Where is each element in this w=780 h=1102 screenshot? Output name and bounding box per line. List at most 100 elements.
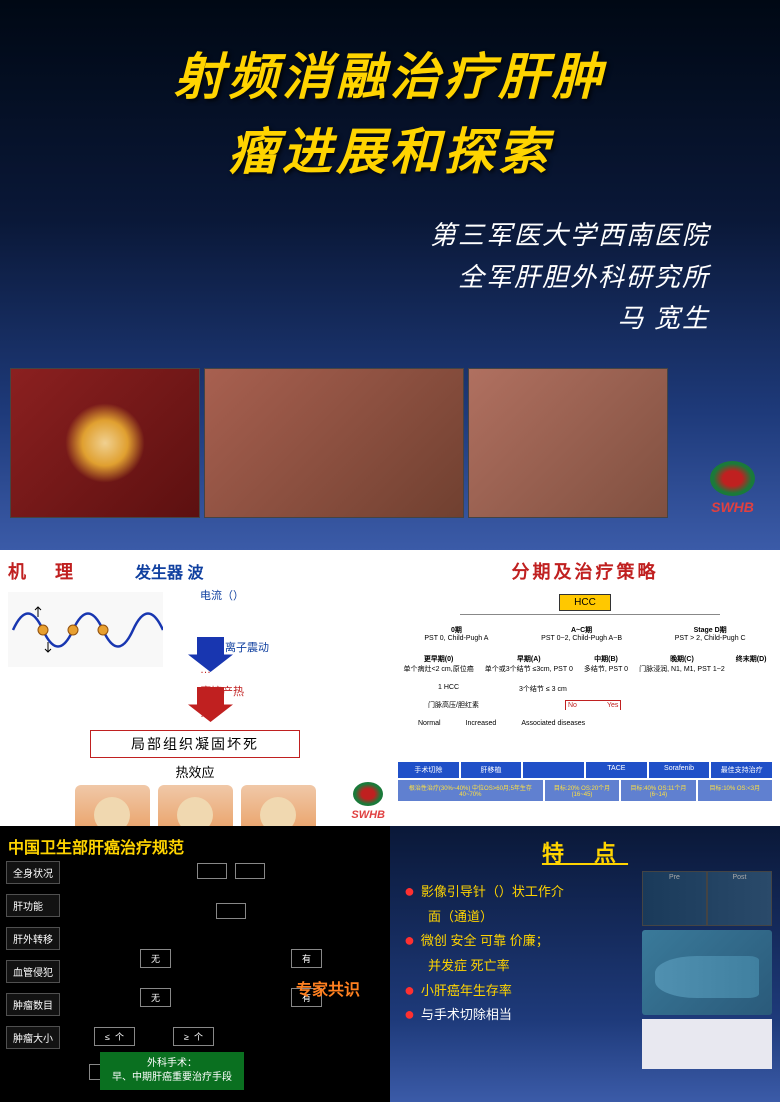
flow-top-2 bbox=[235, 863, 265, 879]
stage-terminal: 终末期(D) bbox=[736, 654, 767, 674]
swhb-icon bbox=[710, 461, 755, 496]
necrosis-box: 局部组织凝固坏死 bbox=[90, 730, 300, 758]
flow-chart: 无 有 无 有 ≤ 个 ≥ 个 ≤ ≤ bbox=[80, 861, 382, 1080]
flow-row-count: ≤ 个 ≥ 个 bbox=[90, 1027, 382, 1046]
tx-transplant: 肝移植 bbox=[461, 762, 522, 778]
swhb-logo: SWHB bbox=[710, 461, 755, 515]
bullet-dot-icon: ● bbox=[404, 979, 415, 1002]
s3-title: 分期及治疗策略 bbox=[398, 558, 772, 584]
yes-no-row: NoYes bbox=[565, 700, 621, 710]
wave-diagram bbox=[8, 592, 163, 667]
stage-d: Stage D期PST > 2, Child-Pugh C bbox=[675, 625, 746, 642]
box-none: 无 bbox=[140, 949, 171, 968]
mechanism-slide: 机 理 发生器 波 电流（） 电流 离子震动 … 摩擦产热 … 局部组织凝固坏死… bbox=[0, 550, 390, 826]
surgery-box: 外科手术： 早、中期肝癌重要治疗手段 bbox=[100, 1052, 244, 1090]
bullet-dot-icon: ● bbox=[404, 1003, 415, 1026]
row-2: 机 理 发生器 波 电流（） 电流 离子震动 … 摩擦产热 … 局部组织凝固坏死… bbox=[0, 550, 780, 826]
s5-image-column: Pre Post bbox=[642, 871, 772, 1069]
patient-illustration bbox=[642, 930, 772, 1015]
treatment-row: 手术切除 肝移植 TACE Sorafenib 最佳支持治疗 bbox=[398, 762, 772, 778]
surgical-photo-1 bbox=[10, 368, 200, 518]
cat-general: 全身状况 bbox=[6, 861, 60, 884]
bullet-1b: 面（通道） bbox=[428, 905, 644, 930]
author-name: 马 宽生 bbox=[0, 298, 710, 340]
box-ge: ≥ 个 bbox=[173, 1027, 214, 1046]
main-title: 射频消融治疗肝肿 瘤进展和探索 bbox=[0, 40, 780, 190]
surgery-line-2: 早、中期肝癌重要治疗手段 bbox=[112, 1071, 232, 1085]
three-nodes: 3个结节 ≤ 3 cm bbox=[519, 684, 567, 694]
heat-effect-label: 热效应 bbox=[8, 762, 382, 781]
bullet-1: ●影像引导针（）状工作介 bbox=[404, 880, 644, 905]
s5-title: 特 点 bbox=[400, 836, 770, 868]
tx-sorafenib: Sorafenib bbox=[649, 762, 710, 778]
hcc-root-box: HCC bbox=[559, 594, 611, 611]
flow-l2 bbox=[216, 903, 246, 919]
swhb-logo-small: SWHB bbox=[351, 782, 385, 821]
cat-liver: 肝功能 bbox=[6, 894, 60, 917]
stage-late: 晚期(C)门脉浸润, N1, M1, PST 1~2 bbox=[639, 654, 725, 674]
out-1: 根治性治疗(30%~40%) 中位OS>60月;5年生存40~70% bbox=[398, 780, 543, 801]
cat-vascular: 血管侵犯 bbox=[6, 960, 60, 983]
stage-0: 0期PST 0, Child-Pugh A bbox=[424, 625, 488, 642]
stage-mid: 中期(B)多结节, PST 0 bbox=[584, 654, 628, 674]
expert-consensus: 专家共识 bbox=[296, 976, 360, 1000]
tx-surgery: 手术切除 bbox=[398, 762, 459, 778]
label-mechanism: 机 理 bbox=[8, 558, 85, 584]
stage-ac: A~C期PST 0~2, Child-Pugh A~B bbox=[541, 625, 622, 642]
label-wave: 发生器 波 bbox=[135, 559, 203, 583]
stage-level-3: 1 HCC 3个结节 ≤ 3 cm bbox=[438, 684, 772, 694]
box-le: ≤ 个 bbox=[94, 1027, 135, 1046]
tx-tace: TACE bbox=[586, 762, 647, 778]
features-slide: 特 点 ●影像引导针（）状工作介 面（通道） ●微创 安全 可靠 价廉； 并发症… bbox=[390, 826, 780, 1102]
bullet-2: ●微创 安全 可靠 价廉； bbox=[404, 929, 644, 954]
outcome-row: 根治性治疗(30%~40%) 中位OS>60月;5年生存40~70% 目标:20… bbox=[398, 780, 772, 801]
guideline-slide: 中国卫生部肝癌治疗规范 全身状况 肝功能 肝外转移 血管侵犯 肿瘤数目 肿瘤大小… bbox=[0, 826, 390, 1102]
bullet-list: ●影像引导针（）状工作介 面（通道） ●微创 安全 可靠 价廉； 并发症 死亡率… bbox=[404, 880, 644, 1028]
device-photo bbox=[642, 1019, 772, 1069]
bullet-dot-icon: ● bbox=[404, 929, 415, 952]
tx-rfa bbox=[523, 762, 584, 778]
bullet-2b: 并发症 死亡率 bbox=[428, 954, 644, 979]
ct-post-label: Post bbox=[707, 871, 772, 926]
stage-very-early: 更早期(0)单个病灶<2 cm,原位癌 bbox=[404, 654, 474, 674]
box-none-2: 无 bbox=[140, 988, 171, 1007]
stage-early: 早期(A)单个或3个结节 ≤3cm, PST 0 bbox=[485, 654, 573, 674]
bullet-4: ● 与手术切除相当 bbox=[404, 1003, 644, 1028]
ct-pre-post: Pre Post bbox=[642, 871, 772, 926]
affiliation-block: 第三军医大学西南医院 全军肝胆外科研究所 马 宽生 bbox=[0, 215, 710, 340]
cat-count: 肿瘤数目 bbox=[6, 993, 60, 1016]
out-4: 目标:10% OS:<3月 bbox=[698, 780, 772, 801]
affil-2: 全军肝胆外科研究所 bbox=[0, 257, 710, 299]
title-line-2: 瘤进展和探索 bbox=[0, 115, 780, 190]
swhb-text: SWHB bbox=[351, 809, 385, 821]
tx-support: 最佳支持治疗 bbox=[711, 762, 772, 778]
flow-top-1 bbox=[197, 863, 227, 879]
out-3: 目标:40% OS:11个月(6~14) bbox=[621, 780, 695, 801]
surgical-photo-2 bbox=[204, 368, 464, 518]
s2-title-row: 机 理 发生器 波 bbox=[8, 558, 382, 584]
ct-pre-label: Pre bbox=[642, 871, 707, 926]
cat-size: 肿瘤大小 bbox=[6, 1026, 60, 1049]
affil-1: 第三军医大学西南医院 bbox=[0, 215, 710, 257]
s4-title: 中国卫生部肝癌治疗规范 bbox=[8, 834, 382, 858]
surgery-line-1: 外科手术： bbox=[112, 1057, 232, 1071]
title-slide: 射频消融治疗肝肿 瘤进展和探索 第三军医大学西南医院 全军肝胆外科研究所 马 宽… bbox=[0, 0, 780, 550]
surgical-photo-3 bbox=[468, 368, 668, 518]
label-current: 电流（） bbox=[200, 585, 269, 607]
swhb-text: SWHB bbox=[711, 499, 754, 515]
bullet-3: ●小肝癌年生存率 bbox=[404, 979, 644, 1004]
out-2: 目标:20% OS:20个月(16~45) bbox=[545, 780, 619, 801]
one-hcc: 1 HCC bbox=[438, 684, 459, 694]
flow-row-meta: 无 有 bbox=[80, 949, 382, 968]
photo-row bbox=[0, 368, 780, 518]
cat-metastasis: 肝外转移 bbox=[6, 927, 60, 950]
bullet-dot-icon: ● bbox=[404, 880, 415, 903]
stage-level-1: 0期PST 0, Child-Pugh A A~C期PST 0~2, Child… bbox=[398, 625, 772, 642]
stage-level-2: 更早期(0)单个病灶<2 cm,原位癌 早期(A)单个或3个结节 ≤3cm, P… bbox=[398, 654, 772, 674]
staging-slide: 分期及治疗策略 HCC 0期PST 0, Child-Pugh A A~C期PS… bbox=[390, 550, 780, 826]
box-has: 有 bbox=[291, 949, 322, 968]
title-line-1: 射频消融治疗肝肿 bbox=[0, 40, 780, 115]
row-3: 中国卫生部肝癌治疗规范 全身状况 肝功能 肝外转移 血管侵犯 肿瘤数目 肿瘤大小… bbox=[0, 826, 780, 1102]
category-column: 全身状况 肝功能 肝外转移 血管侵犯 肿瘤数目 肿瘤大小 bbox=[6, 861, 60, 1049]
states-row: Normal Increased Associated diseases bbox=[418, 720, 772, 727]
